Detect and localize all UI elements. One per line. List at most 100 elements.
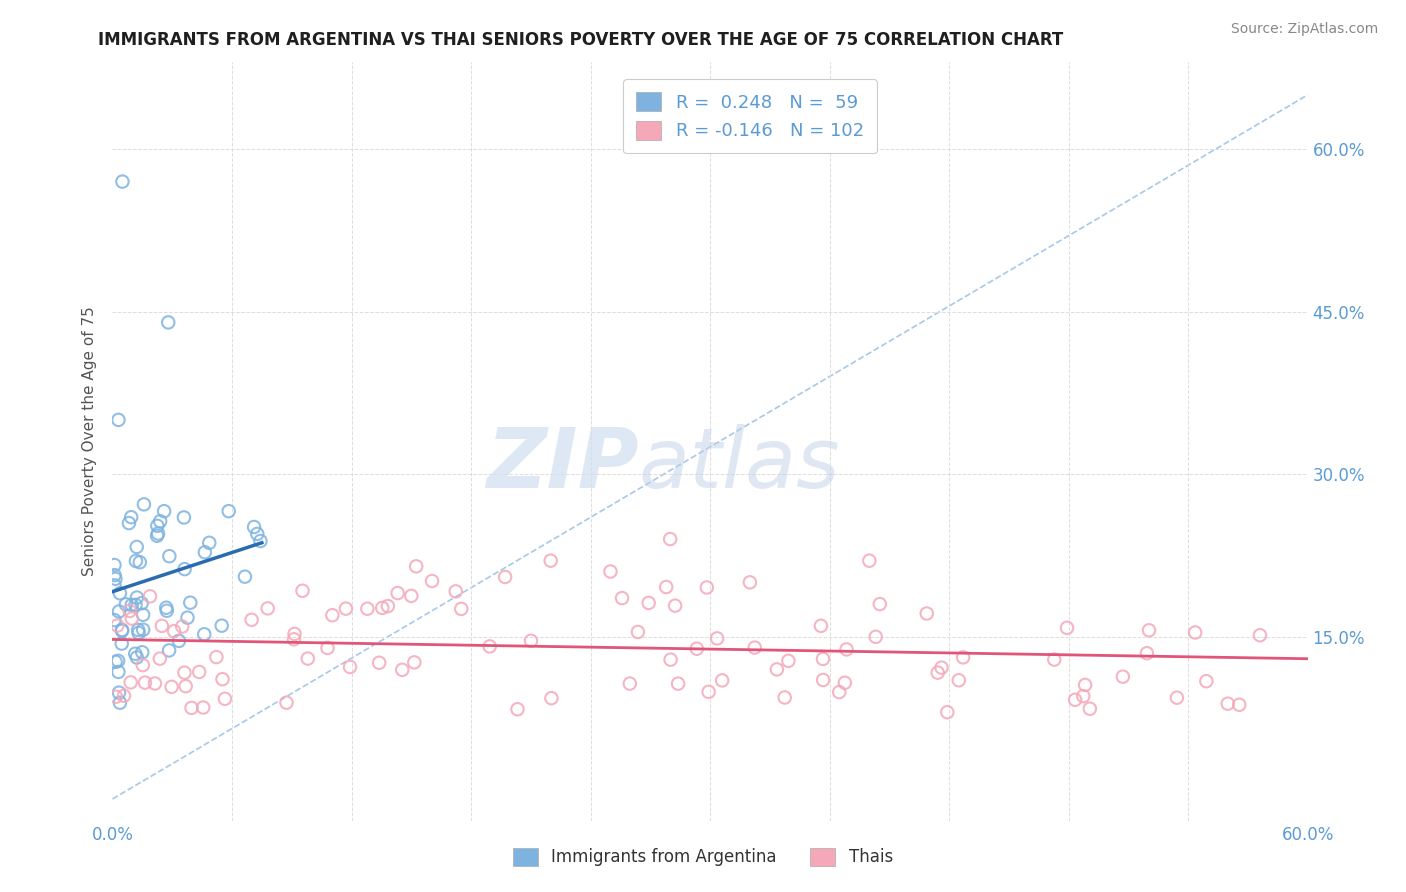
Text: Source: ZipAtlas.com: Source: ZipAtlas.com [1230,22,1378,37]
Point [401,589,423,603]
Point [103,578,125,592]
Point [276,696,298,710]
Point [121,611,143,625]
Point [316,640,339,655]
Point [205,650,228,665]
Point [198,536,221,550]
Point [157,643,180,657]
Point [858,554,880,568]
Point [686,641,709,656]
Point [664,599,686,613]
Point [368,656,391,670]
Point [659,532,682,546]
Point [157,549,180,564]
Point [108,604,131,618]
Point [540,554,562,568]
Point [160,680,183,694]
Point [371,600,394,615]
Point [121,598,143,612]
Point [420,574,443,588]
Point [139,590,162,604]
Point [1078,702,1101,716]
Point [108,696,131,710]
Point [810,619,832,633]
Point [243,520,266,534]
Point [828,685,851,699]
Point [659,653,682,667]
Point [744,640,766,655]
Point [240,613,263,627]
Point [214,691,236,706]
Point [869,597,891,611]
Point [494,570,516,584]
Point [108,586,131,600]
Point [150,619,173,633]
Point [506,702,529,716]
Point [111,624,134,638]
Point [115,597,138,611]
Point [104,655,127,669]
Point [773,690,796,705]
Point [1166,690,1188,705]
Point [1184,625,1206,640]
Point [153,504,176,518]
Point [927,665,949,680]
Point [103,558,125,572]
Point [387,586,409,600]
Legend: Immigrants from Argentina, Thais: Immigrants from Argentina, Thais [505,839,901,875]
Point [766,662,789,676]
Point [1137,624,1160,638]
Point [118,516,141,530]
Point [811,652,834,666]
Point [377,599,399,613]
Point [104,572,127,586]
Point [405,559,427,574]
Point [125,554,148,568]
Legend: R =  0.248   N =  59, R = -0.146   N = 102: R = 0.248 N = 59, R = -0.146 N = 102 [623,79,876,153]
Point [450,602,472,616]
Point [738,575,761,590]
Point [834,675,856,690]
Point [233,569,256,583]
Point [1249,628,1271,642]
Point [778,654,800,668]
Point [128,555,150,569]
Point [283,627,305,641]
Point [256,601,278,615]
Point [107,413,129,427]
Point [619,676,641,690]
Point [666,676,689,690]
Point [149,514,172,528]
Point [124,598,146,612]
Point [1195,674,1218,689]
Point [655,580,678,594]
Point [188,665,211,679]
Point [696,581,718,595]
Point [948,673,970,688]
Point [125,591,148,605]
Point [118,604,141,618]
Point [193,627,215,641]
Point [339,660,361,674]
Point [1056,621,1078,635]
Text: IMMIGRANTS FROM ARGENTINA VS THAI SENIORS POVERTY OVER THE AGE OF 75 CORRELATION: IMMIGRANTS FROM ARGENTINA VS THAI SENIOR… [98,31,1064,49]
Point [952,650,974,665]
Point [1216,697,1239,711]
Point [211,672,233,686]
Point [132,607,155,622]
Text: ZIP: ZIP [485,424,638,505]
Point [143,676,166,690]
Point [134,675,156,690]
Point [174,679,197,693]
Point [131,645,153,659]
Point [391,663,413,677]
Point [193,700,215,714]
Point [936,705,959,719]
Point [180,701,202,715]
Point [1064,692,1087,706]
Point [599,565,621,579]
Point [103,568,125,582]
Point [520,633,543,648]
Point [146,526,169,541]
Point [246,527,269,541]
